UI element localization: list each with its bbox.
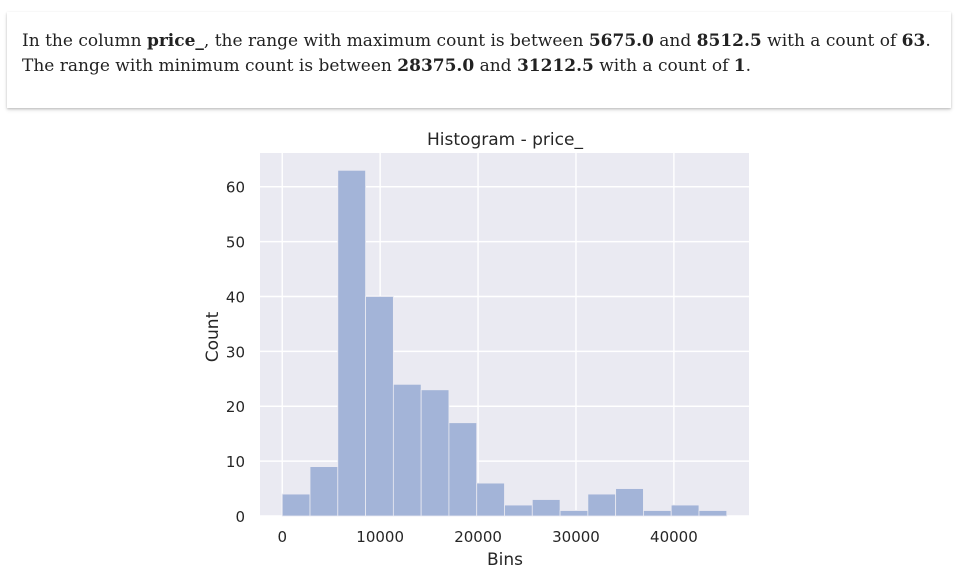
histogram-bar	[531, 499, 561, 517]
summary-text: .	[745, 56, 752, 76]
max-count: 63	[901, 31, 926, 51]
y-tick-label: 50	[226, 234, 245, 252]
summary-text: with a count of	[761, 31, 902, 51]
min-range-low: 28375.0	[397, 56, 475, 76]
histogram-bar	[448, 422, 478, 517]
histogram-bar	[615, 488, 644, 517]
summary-text: and	[474, 56, 517, 76]
histogram-bar	[337, 169, 366, 517]
histogram-bar	[365, 296, 394, 517]
histogram-bar	[559, 510, 589, 517]
histogram-bar	[281, 493, 311, 517]
y-tick-label: 10	[226, 453, 245, 471]
x-tick-label: 20000	[454, 528, 502, 546]
summary-text: with a count of	[593, 56, 734, 76]
summary-card: In the column price_, the range with max…	[7, 12, 951, 108]
tick-labels: 0 10 20 30 40 50 60 0 10000 20000 30000 40000	[226, 179, 698, 546]
histogram-bar	[670, 504, 700, 517]
histogram-bar	[504, 504, 533, 517]
summary-text: The range with minimum count is between	[22, 56, 398, 76]
histogram-bar	[476, 482, 505, 517]
y-tick-label: 60	[226, 179, 245, 197]
histogram-bar	[392, 383, 422, 517]
summary-text: , the range with maximum count is betwee…	[203, 31, 589, 51]
y-tick-label: 20	[226, 398, 245, 416]
summary-text: .	[925, 31, 931, 51]
x-tick-label: 30000	[552, 528, 600, 546]
y-tick-label: 40	[226, 288, 245, 306]
x-tick-label: 0	[277, 528, 287, 546]
y-tick-label: 0	[235, 508, 245, 526]
y-axis-label: Count	[203, 311, 223, 362]
histogram-chart: Histogram - price_ 0 10 20 30 40 50 60 0 10000 20…	[203, 130, 749, 570]
x-axis-label: Bins	[487, 550, 523, 570]
histogram-bar	[698, 510, 728, 517]
min-range-high: 31212.5	[516, 56, 594, 76]
chart-title: Histogram - price_	[427, 130, 583, 150]
x-tick-label: 10000	[356, 528, 404, 546]
x-tick-label: 40000	[650, 528, 698, 546]
y-tick-label: 30	[226, 343, 245, 361]
summary-text: and	[653, 31, 697, 51]
bars	[281, 169, 728, 517]
histogram-bar	[420, 389, 450, 517]
summary-line-min: The range with minimum count is between …	[22, 54, 936, 79]
histogram-bar	[643, 510, 672, 517]
column-name: price_	[146, 31, 204, 51]
max-range-high: 8512.5	[696, 31, 762, 51]
summary-line-max: In the column price_, the range with max…	[22, 29, 936, 54]
max-range-low: 5675.0	[588, 31, 654, 51]
min-count: 1	[733, 56, 746, 76]
summary-text: In the column	[22, 31, 147, 51]
histogram-bar	[309, 466, 339, 517]
histogram-bar	[587, 493, 617, 517]
